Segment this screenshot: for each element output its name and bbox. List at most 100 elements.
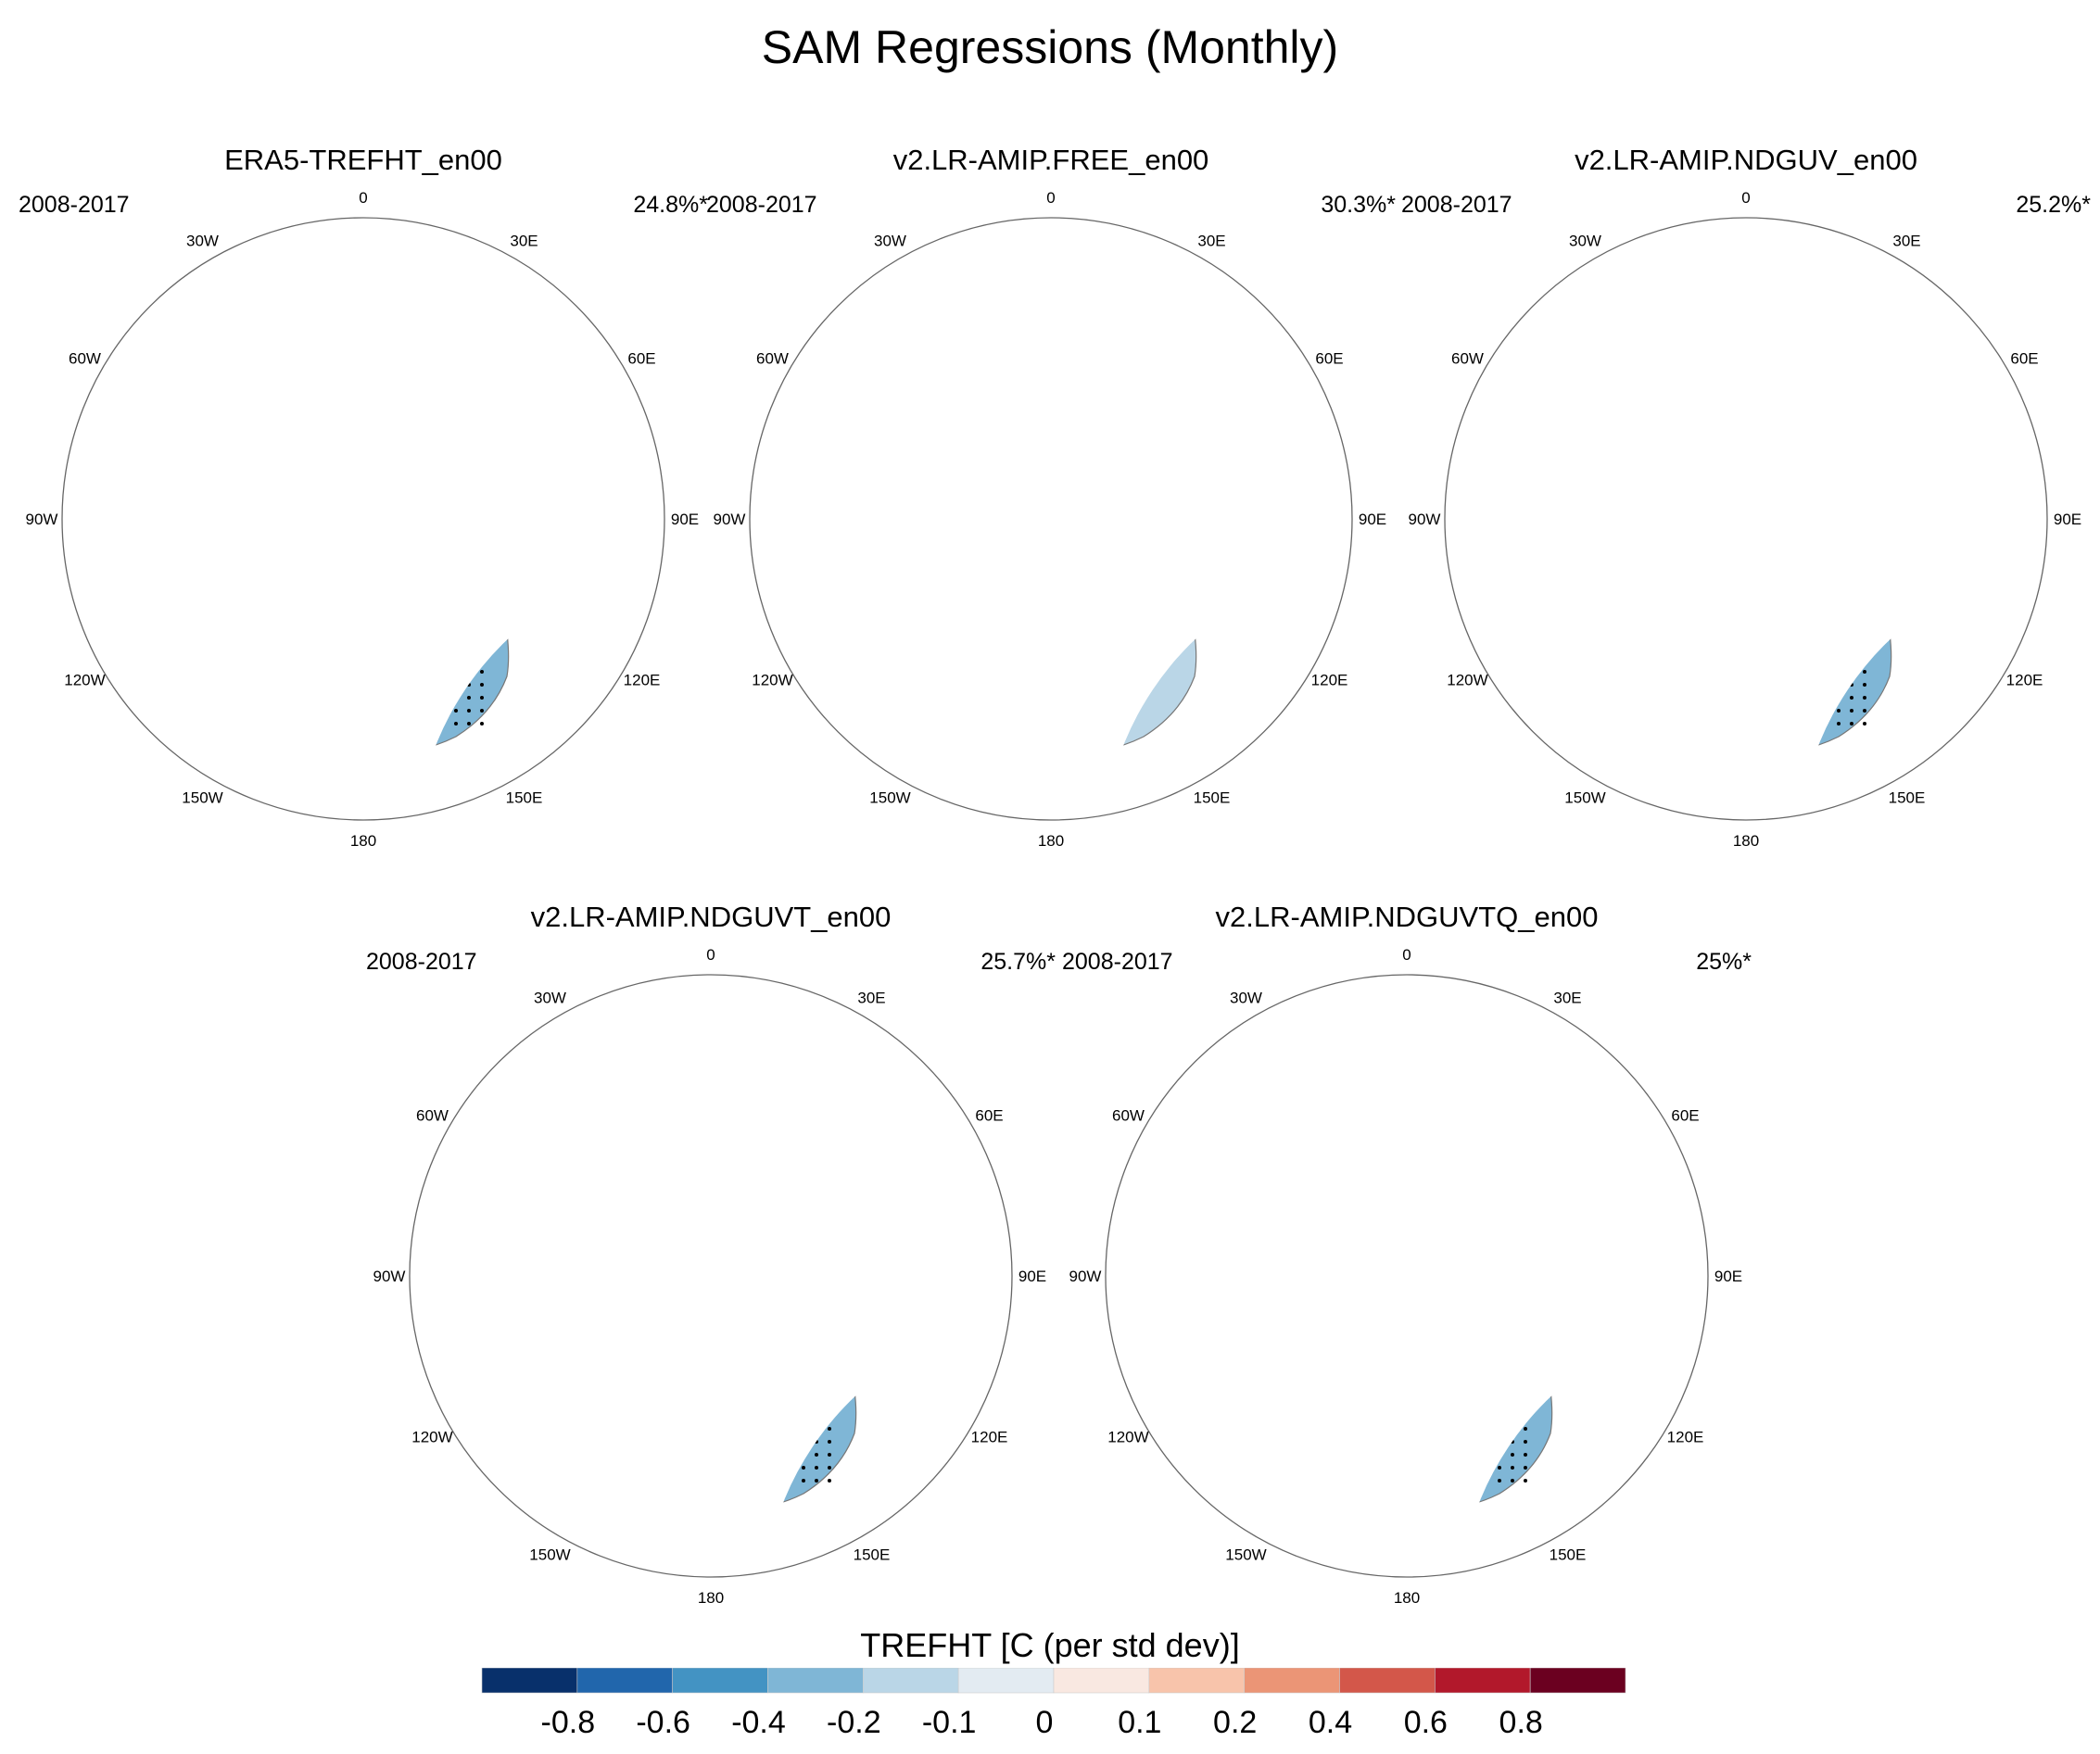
significance-dot	[1735, 230, 1739, 233]
significance-dot	[1383, 987, 1386, 991]
significance-dot	[300, 269, 304, 272]
significance-dot	[1524, 1479, 1527, 1483]
significance-dot	[1683, 295, 1687, 298]
significance-dot	[402, 644, 406, 648]
longitude-label: 90W	[26, 511, 58, 528]
significance-dot	[776, 1375, 779, 1379]
significance-dot	[428, 657, 432, 661]
significance-dot	[722, 1281, 726, 1285]
significance-dot	[1383, 1052, 1386, 1055]
significance-dot	[374, 486, 378, 489]
longitude-label: 90E	[1359, 511, 1386, 528]
significance-dot	[1472, 1388, 1475, 1392]
significance-dot	[1757, 550, 1761, 554]
region-antarctic-peninsula	[1305, 1228, 1356, 1277]
significance-dot	[1722, 269, 1726, 272]
panel-period: 2008-2017	[706, 192, 817, 218]
significance-dot	[1405, 1281, 1409, 1285]
significance-dot	[828, 1414, 831, 1418]
significance-dot	[428, 709, 432, 713]
significance-dot	[748, 1191, 752, 1194]
significance-dot	[1824, 670, 1828, 674]
significance-dot	[1483, 1294, 1486, 1298]
significance-dot	[352, 269, 356, 272]
significance-dot	[454, 618, 458, 622]
significance-dot	[480, 657, 484, 661]
significance-dot	[1418, 1320, 1422, 1324]
longitude-label: 30W	[874, 232, 906, 249]
significance-dot	[761, 1294, 765, 1298]
significance-dot	[1459, 1427, 1462, 1431]
region-madagascar	[774, 1040, 799, 1065]
significance-dot	[300, 308, 304, 311]
longitude-label: 90E	[1018, 1268, 1046, 1285]
significance-dot	[1757, 537, 1761, 541]
significance-dot	[1396, 1039, 1399, 1042]
colorbar-segment	[672, 1668, 768, 1694]
significance-dot	[1863, 618, 1866, 622]
significance-dot	[415, 670, 419, 674]
longitude-label: 90W	[1409, 511, 1441, 528]
significance-dot	[1459, 1401, 1462, 1405]
significance-dot	[480, 631, 484, 635]
significance-dot	[1824, 605, 1828, 609]
significance-dot	[787, 1281, 791, 1285]
significance-dot	[762, 1320, 765, 1324]
significance-dot	[761, 1217, 765, 1220]
significance-dot	[1511, 1414, 1514, 1418]
significance-dot	[1770, 550, 1774, 554]
significance-dot	[1075, 537, 1079, 541]
significance-dot	[1433, 1375, 1436, 1379]
significance-dot	[1837, 696, 1841, 700]
colorbar-tick-label: -0.8	[541, 1705, 596, 1740]
significance-dot	[339, 282, 343, 285]
significance-dot	[1796, 447, 1800, 450]
significance-dot	[1850, 709, 1853, 713]
significance-dot	[1498, 1388, 1501, 1392]
significance-dot	[700, 987, 703, 991]
significance-dot	[735, 1294, 739, 1298]
significance-dot	[1863, 709, 1866, 713]
significance-dot	[1796, 550, 1800, 554]
significance-dot	[1783, 447, 1787, 450]
significance-dot	[1498, 1427, 1501, 1431]
significance-dot	[1444, 1204, 1448, 1207]
significance-dot	[687, 1065, 690, 1068]
significance-dot	[313, 295, 317, 298]
significance-dot	[1483, 1256, 1486, 1259]
significance-dot	[1696, 308, 1700, 311]
region-patagonia-south	[768, 408, 891, 511]
significance-dot	[761, 1307, 765, 1311]
longitude-label: 90W	[373, 1268, 406, 1285]
significance-dot	[1101, 550, 1105, 554]
significance-dot	[750, 1414, 753, 1418]
region-patagonia-south	[428, 1165, 550, 1268]
significance-dot	[1744, 486, 1748, 489]
significance-dot	[326, 295, 330, 298]
significance-dot	[1783, 511, 1787, 515]
significance-dot	[1459, 1362, 1462, 1366]
significance-dot	[1863, 670, 1866, 674]
longitude-label: 150E	[854, 1546, 891, 1564]
longitude-label: 60E	[975, 1107, 1003, 1125]
significance-dot	[1809, 434, 1813, 437]
significance-dot	[352, 256, 356, 259]
significance-dot	[635, 1039, 639, 1042]
significance-dot	[722, 1268, 726, 1272]
panel-period: 2008-2017	[366, 949, 477, 975]
significance-dot	[1785, 709, 1789, 713]
significance-dot	[454, 722, 458, 726]
significance-dot	[1114, 460, 1118, 463]
significance-dot	[737, 1453, 740, 1457]
significance-dot	[748, 1230, 752, 1233]
significance-dot	[1809, 460, 1813, 463]
significance-dot	[361, 511, 365, 515]
significance-dot	[789, 1414, 792, 1418]
significance-dot	[1370, 1026, 1373, 1029]
significance-dot	[1088, 537, 1092, 541]
significance-dot	[1405, 1320, 1409, 1324]
longitude-label: 120W	[752, 672, 792, 689]
significance-dot	[387, 473, 391, 476]
significance-dot	[737, 1401, 740, 1405]
significance-dot	[1418, 1217, 1422, 1220]
